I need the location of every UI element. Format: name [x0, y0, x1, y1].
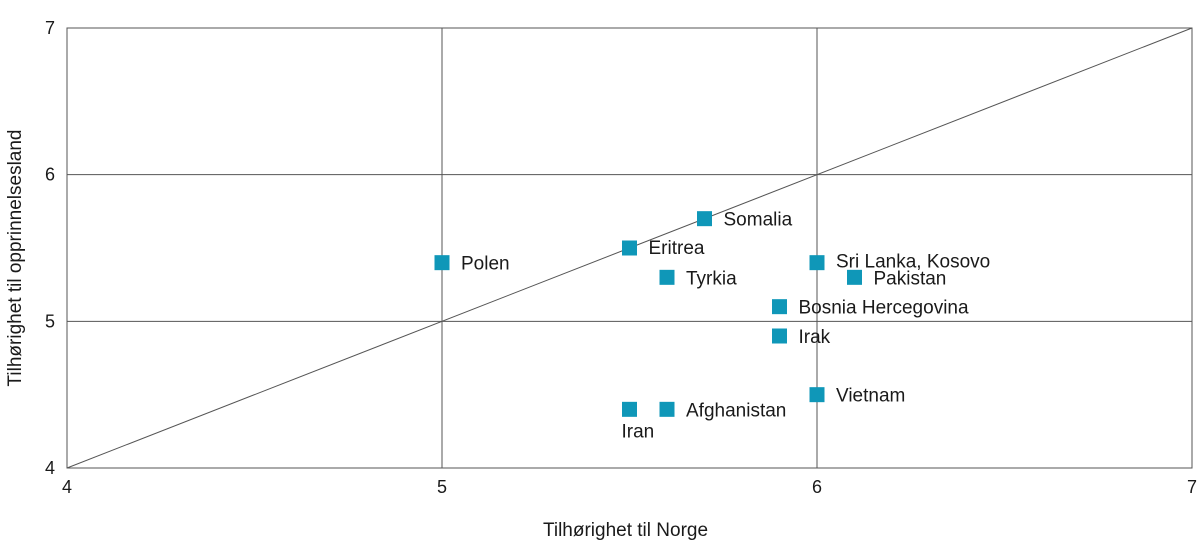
data-point-label: Sri Lanka, Kosovo [836, 252, 990, 273]
data-point-label: Somalia [724, 210, 793, 231]
y-tick-label: 6 [45, 165, 55, 185]
x-tick-label: 5 [437, 477, 447, 497]
data-point-label: Pakistan [874, 268, 947, 289]
data-point-marker [772, 328, 787, 344]
data-point-label: Polen [461, 254, 510, 275]
data-point-marker [622, 401, 637, 417]
y-axis-label: Tilhørighet til opprinnelsesland [5, 130, 26, 387]
data-point-marker [659, 269, 675, 285]
y-tick-label: 7 [45, 18, 55, 38]
data-points: Polen Eritrea Somalia Tyrkia Sri Lanka, Koso… [434, 210, 990, 442]
data-point-marker [809, 255, 825, 271]
data-point-marker [809, 387, 825, 403]
x-tick-label: 4 [62, 477, 72, 497]
plot-frame [66, 27, 1193, 469]
y-tick-label: 5 [45, 311, 55, 331]
x-tick-label: 7 [1187, 477, 1197, 497]
data-point-label: Afghanistan [686, 400, 786, 421]
data-point-label: Iran [622, 421, 655, 442]
data-point-marker [434, 255, 450, 271]
data-point-label: Bosnia Hercegovina [799, 298, 969, 319]
y-tick-label: 4 [45, 458, 55, 478]
data-point-marker [622, 240, 637, 256]
data-point-label: Irak [799, 327, 831, 348]
x-tick-label: 6 [812, 477, 822, 497]
data-point-label: Eritrea [649, 238, 705, 259]
axis-ticks: 4 5 6 7 4 5 6 7 [45, 18, 1197, 497]
data-point-marker [847, 269, 862, 285]
data-point-marker [659, 401, 675, 417]
data-point-label: Tyrkia [686, 268, 737, 289]
data-point-label: Vietnam [836, 386, 905, 407]
x-axis-label: Tilhørighet til Norge [543, 520, 708, 541]
data-point-marker [697, 211, 712, 227]
data-point-marker [772, 299, 787, 315]
